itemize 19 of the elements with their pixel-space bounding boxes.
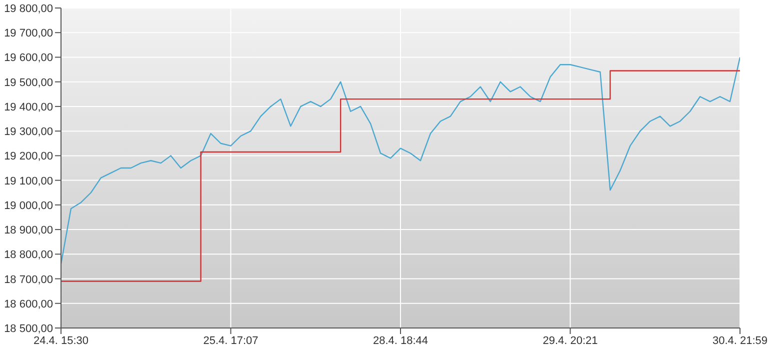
y-tick-label: 18 600,00 bbox=[4, 298, 53, 310]
y-tick-label: 18 800,00 bbox=[4, 249, 53, 262]
y-tick-label: 19 000,00 bbox=[4, 200, 53, 212]
y-tick-label: 19 800,00 bbox=[4, 3, 53, 15]
y-tick-label: 18 700,00 bbox=[4, 274, 53, 286]
y-tick-label: 19 400,00 bbox=[4, 101, 53, 114]
y-tick-label: 19 100,00 bbox=[4, 175, 53, 188]
y-tick-label: 19 300,00 bbox=[4, 126, 53, 138]
x-tick-label: 29.4. 20:21 bbox=[542, 334, 598, 347]
x-tick-label: 30.4. 21:59 bbox=[712, 334, 768, 347]
y-tick-label: 18 900,00 bbox=[4, 224, 53, 237]
x-tick-label: 24.4. 15:30 bbox=[33, 334, 89, 347]
y-tick-label: 19 600,00 bbox=[4, 52, 53, 64]
x-tick-label: 25.4. 17:07 bbox=[203, 334, 258, 347]
x-tick-label: 28.4. 18:44 bbox=[372, 334, 428, 347]
y-tick-label: 18 500,00 bbox=[4, 323, 53, 335]
y-tick-label: 19 200,00 bbox=[4, 150, 53, 163]
y-tick-label: 19 500,00 bbox=[4, 76, 53, 89]
y-tick-label: 19 700,00 bbox=[4, 28, 53, 40]
